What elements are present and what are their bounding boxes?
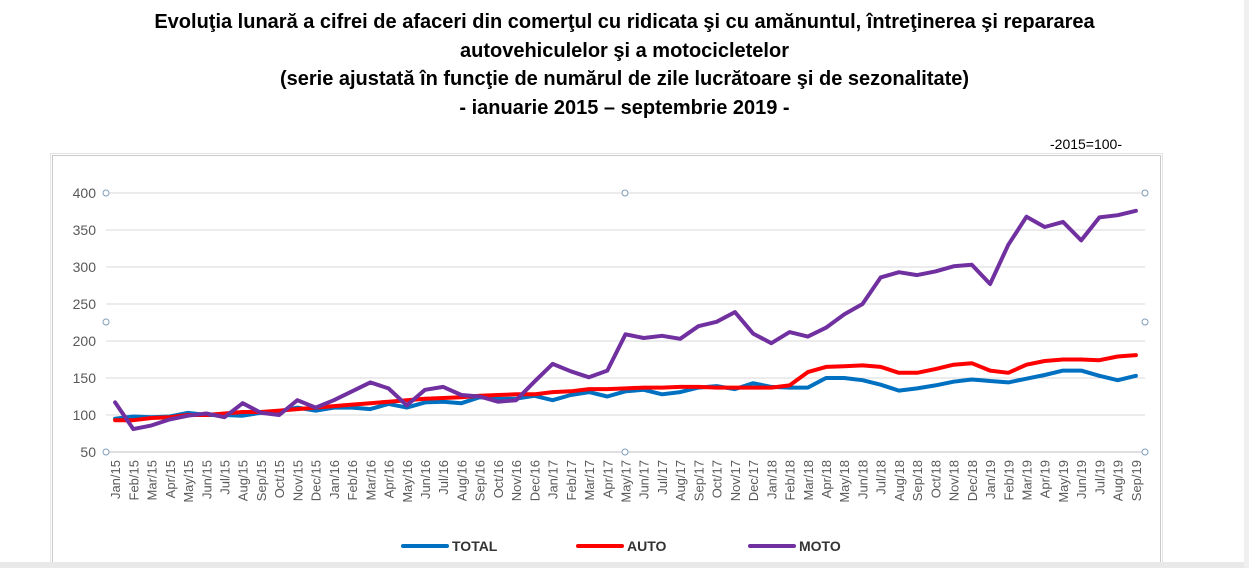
resize-handle xyxy=(102,448,110,456)
x-tick-label: Nov/17 xyxy=(728,460,743,501)
window-right-edge xyxy=(1244,0,1249,568)
y-tick-label: 350 xyxy=(73,222,97,238)
x-tick-label: Oct/16 xyxy=(491,460,506,498)
resize-handle xyxy=(1141,189,1149,197)
x-tick-label: Feb/17 xyxy=(564,460,579,500)
x-tick-label: May/17 xyxy=(619,460,634,503)
x-tick-label: Jun/15 xyxy=(199,460,214,499)
x-tick-label: Feb/19 xyxy=(1001,460,1016,500)
x-tick-label: Aug/15 xyxy=(236,460,251,501)
x-tick-label: Apr/17 xyxy=(600,460,615,498)
x-tick-label: Mar/17 xyxy=(582,460,597,500)
y-tick-label: 400 xyxy=(73,185,97,201)
resize-handle xyxy=(102,189,110,197)
resize-handle xyxy=(621,448,629,456)
x-tick-label: May/16 xyxy=(400,460,415,503)
x-tick-label: Mar/16 xyxy=(363,460,378,500)
x-tick-label: May/15 xyxy=(181,460,196,503)
x-tick-label: Apr/19 xyxy=(1038,460,1053,498)
legend-label: AUTO xyxy=(627,538,667,554)
x-tick-label: Oct/18 xyxy=(928,460,943,498)
y-tick-label: 150 xyxy=(73,370,97,386)
x-tick-label: Jul/15 xyxy=(217,460,232,495)
x-tick-label: Sep/17 xyxy=(691,460,706,501)
x-tick-label: Sep/15 xyxy=(254,460,269,501)
resize-handle xyxy=(1141,448,1149,456)
x-tick-label: Apr/15 xyxy=(163,460,178,498)
resize-handle xyxy=(621,189,629,197)
resize-handle xyxy=(102,318,110,326)
series-line-moto xyxy=(113,208,1138,432)
x-tick-label: Jun/19 xyxy=(1074,460,1089,499)
x-tick-label: Nov/15 xyxy=(290,460,305,501)
y-tick-label: 300 xyxy=(73,259,97,275)
title-line-2: autovehiculelor şi a motocicletelor xyxy=(460,39,789,62)
x-tick-label: Mar/18 xyxy=(801,460,816,500)
x-tick-label: Feb/16 xyxy=(345,460,360,500)
resize-handle xyxy=(1141,318,1149,326)
x-tick-label: Dec/18 xyxy=(965,460,980,501)
x-tick-label: May/18 xyxy=(837,460,852,503)
base-year-note: -2015=100- xyxy=(1050,136,1123,152)
x-tick-label: Nov/18 xyxy=(947,460,962,501)
x-tick-label: Jun/18 xyxy=(855,460,870,499)
x-tick-label: Jan/16 xyxy=(327,460,342,499)
x-tick-label: Aug/19 xyxy=(1111,460,1126,501)
x-tick-label: Sep/16 xyxy=(473,460,488,501)
x-tick-label: Jun/17 xyxy=(637,460,652,499)
x-tick-label: Jan/18 xyxy=(764,460,779,499)
y-tick-label: 100 xyxy=(73,407,97,423)
x-tick-label: Jan/17 xyxy=(546,460,561,499)
x-tick-label: Oct/17 xyxy=(710,460,725,498)
x-tick-label: Sep/18 xyxy=(910,460,925,501)
chart-title: Evoluţia lunară a cifrei de afaceri din … xyxy=(0,8,1249,122)
title-line-1: Evoluţia lunară a cifrei de afaceri din … xyxy=(154,11,1095,33)
x-tick-label: Dec/15 xyxy=(309,460,324,501)
x-tick-label: Jul/19 xyxy=(1092,460,1107,495)
x-tick-label: Dec/17 xyxy=(746,460,761,501)
legend-label: MOTO xyxy=(799,538,841,554)
x-tick-label: Oct/15 xyxy=(272,460,287,498)
x-tick-label: Jan/15 xyxy=(108,460,123,499)
y-tick-label: 200 xyxy=(73,333,97,349)
x-tick-label: Sep/19 xyxy=(1129,460,1144,501)
x-tick-label: Mar/19 xyxy=(1020,460,1035,500)
x-tick-label: Aug/17 xyxy=(673,460,688,501)
series-line-auto xyxy=(113,353,1138,423)
x-tick-label: Apr/16 xyxy=(382,460,397,498)
legend-label: TOTAL xyxy=(452,538,498,554)
x-tick-label: Mar/15 xyxy=(145,460,160,500)
y-tick-label: 250 xyxy=(73,296,97,312)
x-tick-label: May/19 xyxy=(1056,460,1071,503)
y-tick-label: 50 xyxy=(80,444,96,460)
x-tick-label: Feb/18 xyxy=(783,460,798,500)
x-tick-label: Jun/16 xyxy=(418,460,433,499)
x-tick-label: Aug/16 xyxy=(454,460,469,501)
x-tick-label: Jan/19 xyxy=(983,460,998,499)
title-line-4: - ianuarie 2015 – septembrie 2019 - xyxy=(459,96,790,119)
x-tick-label: Jul/17 xyxy=(655,460,670,495)
x-tick-label: Feb/15 xyxy=(126,460,141,500)
x-tick-label: Nov/16 xyxy=(509,460,524,501)
window-bottom-edge xyxy=(0,562,1249,568)
x-tick-label: Jul/16 xyxy=(436,460,451,495)
title-line-3: (serie ajustată în funcţie de numărul de… xyxy=(279,68,970,90)
x-tick-label: Aug/18 xyxy=(892,460,907,501)
x-tick-label: Dec/16 xyxy=(527,460,542,501)
x-tick-label: Jul/18 xyxy=(874,460,889,495)
x-tick-label: Apr/18 xyxy=(819,460,834,498)
